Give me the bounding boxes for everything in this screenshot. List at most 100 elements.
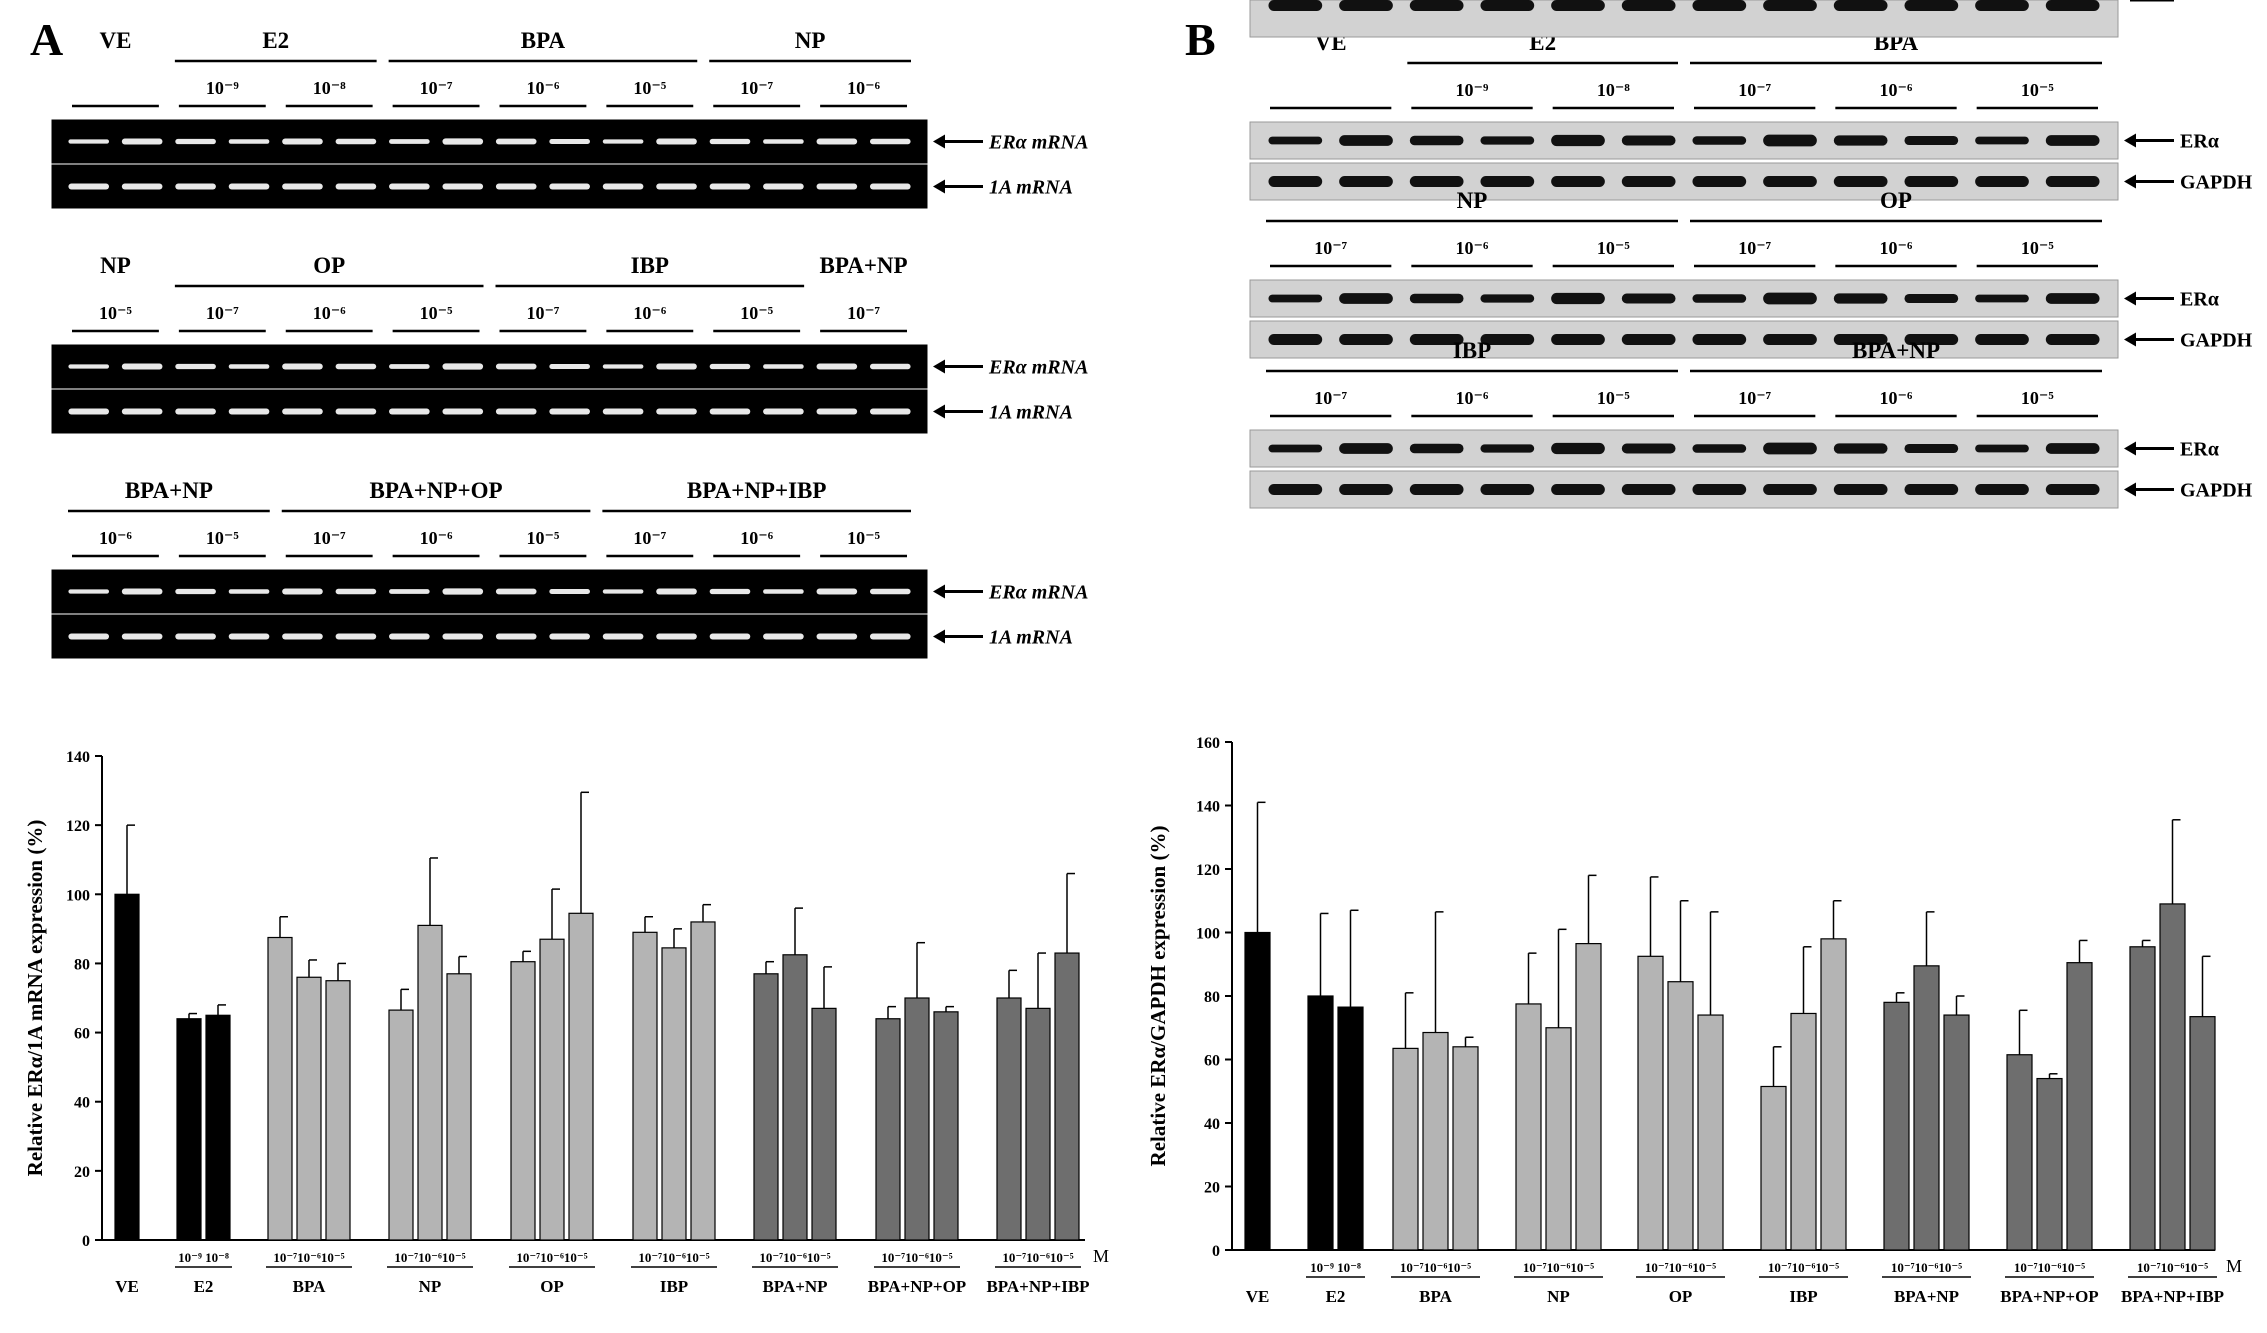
concentration-label: 10⁻⁶ [847,78,881,98]
x-tick-label: 10⁻⁷10⁻⁶10⁻⁵ [394,1250,465,1265]
concentration-label: 10⁻⁶ [1880,238,1914,258]
x-group-label: BPA [293,1277,326,1296]
concentration-label: 10⁻⁷ [313,528,347,548]
x-tick-label: 10⁻⁷10⁻⁶10⁻⁵ [1523,1260,1594,1275]
band [1409,135,1464,146]
band [656,408,697,415]
band [1268,176,1323,187]
bar [1244,931,1271,1251]
bar [2006,1054,2033,1251]
concentration-label: 10⁻⁶ [420,528,454,548]
band [709,633,751,640]
y-axis-label: Relative ERα/GAPDH expression (%) [1146,826,1170,1167]
band [68,139,110,144]
panel-b-chart: 0 20 40 60 80 100 120 140 160 Relative ERα/GAPDH … [1146,735,2242,1306]
panel-a-letter: A [30,14,63,65]
band [228,364,270,369]
x-tick-label: 10⁻⁷10⁻⁶10⁻⁵ [1400,1260,1471,1275]
band [121,588,163,595]
band [549,633,590,640]
concentration-label: 10⁻⁵ [1597,238,1631,258]
row-label: GAPDH [2180,0,2253,5]
band [442,588,484,595]
concentration-label: 10⁻⁷ [526,303,560,323]
y-tick-label: 120 [66,818,90,835]
x-group-label: BPA+NP [762,1277,827,1296]
y-tick-label: 0 [82,1233,90,1250]
band [763,139,804,144]
band [1621,293,1676,304]
band [121,183,163,190]
x-group-label: NP [1547,1287,1570,1306]
treatment-label: IBP [631,253,669,278]
band [1339,0,1393,11]
panel-a-chart: 0 20 40 60 80 100 120 140 Relative ERα/1A mRNA e… [23,749,1109,1296]
band [389,183,430,190]
band [1904,293,1959,304]
arrow-head-icon [933,359,945,374]
band [869,633,911,640]
bar [1637,955,1664,1251]
band [1692,334,1747,345]
band [68,589,110,594]
x-group-label: BPA [1419,1287,1452,1306]
band [121,408,163,415]
band [1833,0,1888,11]
y-tick-label: 60 [74,1026,90,1043]
band [602,633,644,640]
band [335,588,377,595]
band [1480,0,1535,11]
concentration-label: 10⁻⁷ [1738,388,1772,408]
x-group-label: BPA+NP+IBP [2121,1287,2224,1306]
band [1904,176,1959,187]
bar [1790,1012,1817,1251]
band [1763,484,1817,495]
band [1339,334,1393,345]
band [869,183,911,190]
y-tick-label: 120 [1196,862,1220,879]
x-tick-label: 10⁻⁷10⁻⁶10⁻⁵ [516,1250,587,1265]
bar [205,1014,231,1241]
band [709,183,751,190]
band [2045,334,2100,345]
band [656,363,697,370]
bar [510,961,536,1241]
band [816,183,858,190]
treatment-label: BPA+NP [820,253,908,278]
band [1480,444,1535,453]
band [1268,0,1323,11]
x-group-label: NP [419,1277,442,1296]
bar [1760,1085,1787,1251]
bar [1545,1027,1572,1251]
band [2045,443,2100,454]
x-tick-label: 10⁻⁷10⁻⁶10⁻⁵ [1645,1260,1716,1275]
band [602,139,644,144]
band [175,408,216,415]
concentration-label: 10⁻⁶ [1456,238,1490,258]
bar [325,980,351,1241]
band [389,408,430,415]
arrow-head-icon [933,404,945,419]
concentration-label: 10⁻⁶ [633,303,667,323]
bar [267,936,293,1241]
band [1904,0,1959,11]
x-tick-label: 10⁻⁷10⁻⁶10⁻⁵ [1891,1260,1962,1275]
band [1409,176,1464,187]
band [335,633,377,640]
row-label: 1A mRNA [989,177,1073,199]
bar [1422,1031,1449,1251]
band [1551,442,1605,455]
bar [904,997,930,1241]
band [656,138,697,145]
band [1692,444,1747,453]
band [389,139,430,144]
gel-strip [1249,279,2119,318]
row-label: ERα mRNA [988,132,1088,154]
band [1692,176,1747,187]
treatment-label: IBP [1453,338,1491,363]
band [763,408,804,415]
band [335,363,377,370]
band [389,589,430,594]
band [1763,442,1817,455]
band [442,183,484,190]
